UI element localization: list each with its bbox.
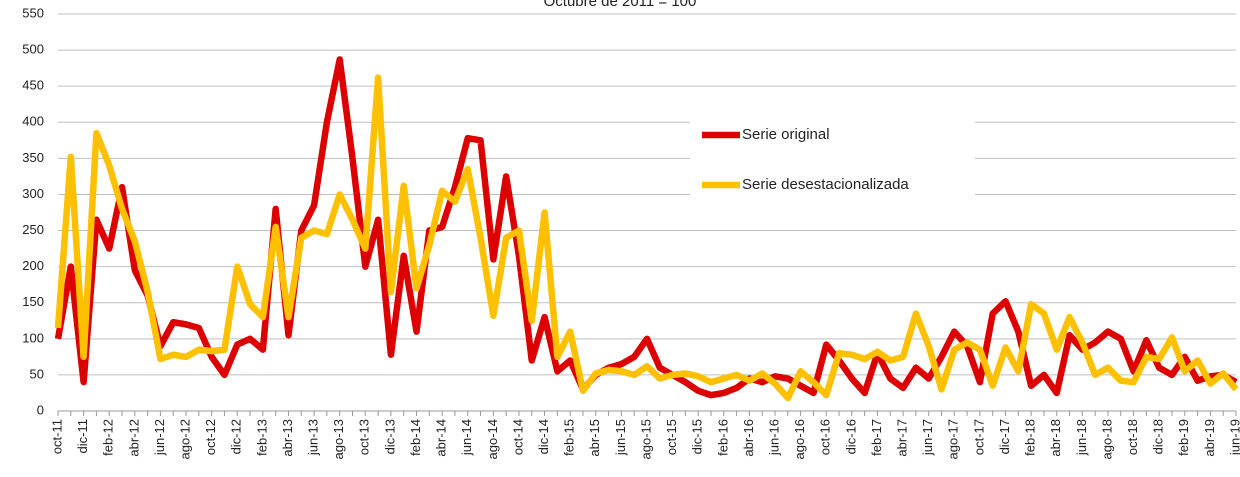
x-tick-label: ago-18 <box>1099 419 1114 459</box>
x-tick-label: jun-14 <box>459 419 474 456</box>
x-tick-label: ago-14 <box>485 419 500 459</box>
y-tick-label: 400 <box>22 114 44 129</box>
x-tick-label: feb-13 <box>254 419 269 456</box>
x-tick-label: abr-12 <box>126 419 141 457</box>
x-tick-label: oct-13 <box>357 419 372 455</box>
x-tick-label: dic-17 <box>997 419 1012 454</box>
x-tick-label: jun-12 <box>152 419 167 456</box>
series-line <box>54 74 1239 402</box>
x-tick-label: dic-13 <box>382 419 397 454</box>
x-tick-label: ago-16 <box>792 419 807 459</box>
x-tick-label: oct-11 <box>49 419 64 454</box>
y-tick-label: 550 <box>22 5 44 20</box>
x-tick-label: abr-15 <box>587 419 602 457</box>
x-tick-label: jun-16 <box>766 419 781 456</box>
x-tick-label: dic-15 <box>690 419 705 454</box>
x-tick-label: dic-16 <box>843 419 858 454</box>
x-tick-label: dic-11 <box>75 419 90 453</box>
series-line <box>54 56 1238 399</box>
x-tick-label: jun-18 <box>1074 419 1089 456</box>
x-tick-label: oct-12 <box>203 419 218 455</box>
y-tick-label: 450 <box>22 78 44 93</box>
chart-title: Octubre de 2011 = 100 <box>544 0 697 10</box>
x-tick-label: feb-18 <box>1023 419 1038 456</box>
x-tick-label: abr-17 <box>895 419 910 457</box>
x-tick-label: ago-17 <box>946 419 961 459</box>
x-tick-label: feb-14 <box>408 419 423 456</box>
x-tick-label: oct-14 <box>510 419 525 455</box>
x-tick-label: jun-13 <box>306 419 321 456</box>
x-tick-label: dic-14 <box>536 419 551 454</box>
x-tick-label: feb-15 <box>562 419 577 456</box>
legend-label: Serie desestacionalizada <box>742 176 909 193</box>
y-tick-label: 250 <box>22 222 44 237</box>
y-tick-label: 300 <box>22 186 44 201</box>
x-tick-label: jun-19 <box>1227 419 1240 456</box>
x-tick-label: oct-15 <box>664 419 679 455</box>
x-tick-label: oct-16 <box>818 419 833 455</box>
x-tick-label: abr-14 <box>434 419 449 457</box>
y-tick-label: 350 <box>22 150 44 165</box>
y-tick-label: 50 <box>30 366 44 381</box>
x-tick-label: abr-19 <box>1202 419 1217 457</box>
x-tick-label: ago-12 <box>177 419 192 459</box>
x-tick-label: ago-13 <box>331 419 346 459</box>
x-tick-label: abr-18 <box>1048 419 1063 457</box>
x-tick-label: feb-16 <box>715 419 730 456</box>
legend-box <box>690 115 975 215</box>
x-tick-label: oct-17 <box>971 419 986 455</box>
y-tick-label: 100 <box>22 330 44 345</box>
x-tick-label: dic-18 <box>1151 419 1166 454</box>
x-tick-label: jun-17 <box>920 419 935 456</box>
x-tick-label: feb-17 <box>869 419 884 456</box>
y-tick-label: 150 <box>22 294 44 309</box>
x-tick-label: feb-19 <box>1176 419 1191 456</box>
legend-label: Serie original <box>742 126 830 143</box>
y-tick-label: 0 <box>37 402 44 417</box>
x-tick-label: feb-12 <box>101 419 116 456</box>
y-tick-label: 500 <box>22 42 44 57</box>
x-tick-label: abr-16 <box>741 419 756 457</box>
x-tick-label: ago-15 <box>638 419 653 459</box>
x-tick-label: abr-13 <box>280 419 295 457</box>
x-tick-label: dic-12 <box>229 419 244 454</box>
x-tick-label: oct-18 <box>1125 419 1140 455</box>
y-tick-label: 200 <box>22 258 44 273</box>
x-tick-label: jun-15 <box>613 419 628 456</box>
